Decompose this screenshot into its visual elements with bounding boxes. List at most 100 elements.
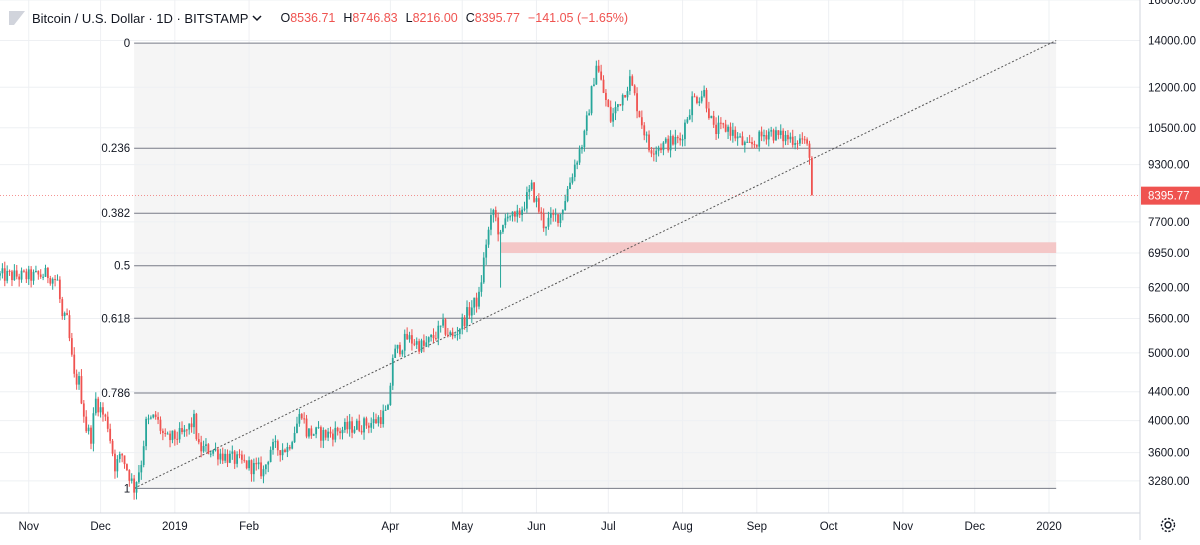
candle — [315, 426, 318, 439]
candles — [0, 59, 813, 500]
candle — [748, 134, 751, 143]
symbol-title[interactable]: Bitcoin / U.S. Dollar · 1D · BITSTAMP — [32, 10, 249, 26]
candle — [521, 206, 524, 222]
candle — [6, 265, 9, 284]
gear-icon[interactable] — [1158, 515, 1178, 535]
candle — [415, 337, 418, 349]
chevron-down-icon[interactable] — [252, 13, 262, 23]
low-value: 8216.00 — [412, 11, 458, 25]
candle — [755, 144, 758, 149]
high-value: 8746.83 — [352, 11, 398, 25]
candle — [97, 396, 100, 417]
candle — [657, 145, 660, 157]
price-axis[interactable]: 16000.00 14000.00 12000.00 10500.00 9300.00 7… — [1148, 0, 1196, 488]
candle — [300, 413, 303, 420]
fib-level-label: 0 — [124, 38, 130, 50]
candle — [92, 407, 95, 452]
candle — [90, 425, 92, 450]
candle — [403, 329, 406, 358]
candle — [696, 95, 698, 105]
candle — [787, 130, 789, 146]
candle — [731, 122, 734, 143]
candle — [322, 427, 325, 449]
candle — [494, 206, 497, 222]
candle — [514, 210, 516, 222]
candle — [73, 347, 76, 378]
candle — [370, 417, 373, 433]
candle — [3, 261, 6, 287]
candle — [377, 415, 380, 427]
candle — [353, 426, 356, 434]
fib-level-label: 0.236 — [101, 143, 130, 155]
candle — [425, 336, 428, 348]
candle — [607, 98, 610, 108]
candle — [396, 344, 399, 354]
candle — [58, 276, 61, 304]
candle — [451, 327, 454, 340]
candle — [296, 416, 298, 434]
candle — [581, 144, 583, 154]
candle — [549, 207, 552, 225]
change-value: −141.05 (−1.65%) — [527, 11, 629, 25]
candle — [705, 87, 708, 113]
candle — [516, 204, 519, 223]
candle — [427, 336, 430, 348]
candle — [1, 263, 4, 279]
candle — [169, 430, 171, 448]
candle — [559, 213, 562, 228]
candle — [533, 182, 535, 203]
candle — [44, 264, 47, 277]
last-price-label: 8395.77 — [1148, 191, 1190, 203]
candle — [693, 93, 696, 98]
candle — [25, 268, 28, 284]
candle — [264, 464, 267, 475]
candle — [159, 416, 162, 435]
candle — [502, 224, 504, 234]
candle — [109, 423, 112, 444]
candle — [78, 371, 80, 390]
candle — [212, 449, 215, 457]
candle — [454, 331, 456, 339]
candle — [181, 421, 183, 435]
candle — [700, 90, 703, 104]
candle — [767, 128, 770, 147]
candle — [799, 134, 801, 147]
trendline[interactable] — [133, 40, 1057, 489]
candle — [652, 148, 655, 162]
candle — [566, 186, 569, 203]
candle — [372, 412, 375, 429]
candle — [722, 122, 725, 129]
candle — [775, 126, 777, 141]
candle — [183, 425, 186, 437]
candle — [779, 124, 782, 139]
candle — [461, 313, 464, 335]
candle — [145, 416, 147, 451]
close-label: C — [465, 11, 475, 25]
close-value: 8395.77 — [474, 11, 520, 25]
candle — [166, 431, 169, 435]
candle — [727, 124, 729, 139]
candle — [346, 415, 349, 434]
candle — [157, 412, 159, 425]
candle — [305, 414, 308, 439]
candle — [269, 446, 272, 463]
time-tick-label: Dec — [965, 521, 986, 533]
high-label: H — [343, 11, 353, 25]
candle — [751, 137, 753, 149]
candle — [140, 460, 143, 480]
candle — [432, 328, 435, 343]
candle — [178, 422, 181, 443]
candle — [758, 130, 761, 152]
candle — [482, 252, 485, 284]
time-axis[interactable]: Nov Dec 2019 Feb Apr May Jun Jul Aug Sep Oct Nov Dec… — [19, 521, 1062, 533]
candle — [810, 156, 813, 196]
candle — [573, 159, 576, 182]
time-tick-label: Dec — [90, 521, 111, 533]
candle — [470, 300, 473, 323]
candle — [13, 264, 16, 281]
candle — [8, 269, 11, 276]
candle — [667, 135, 670, 153]
candle — [243, 454, 246, 463]
